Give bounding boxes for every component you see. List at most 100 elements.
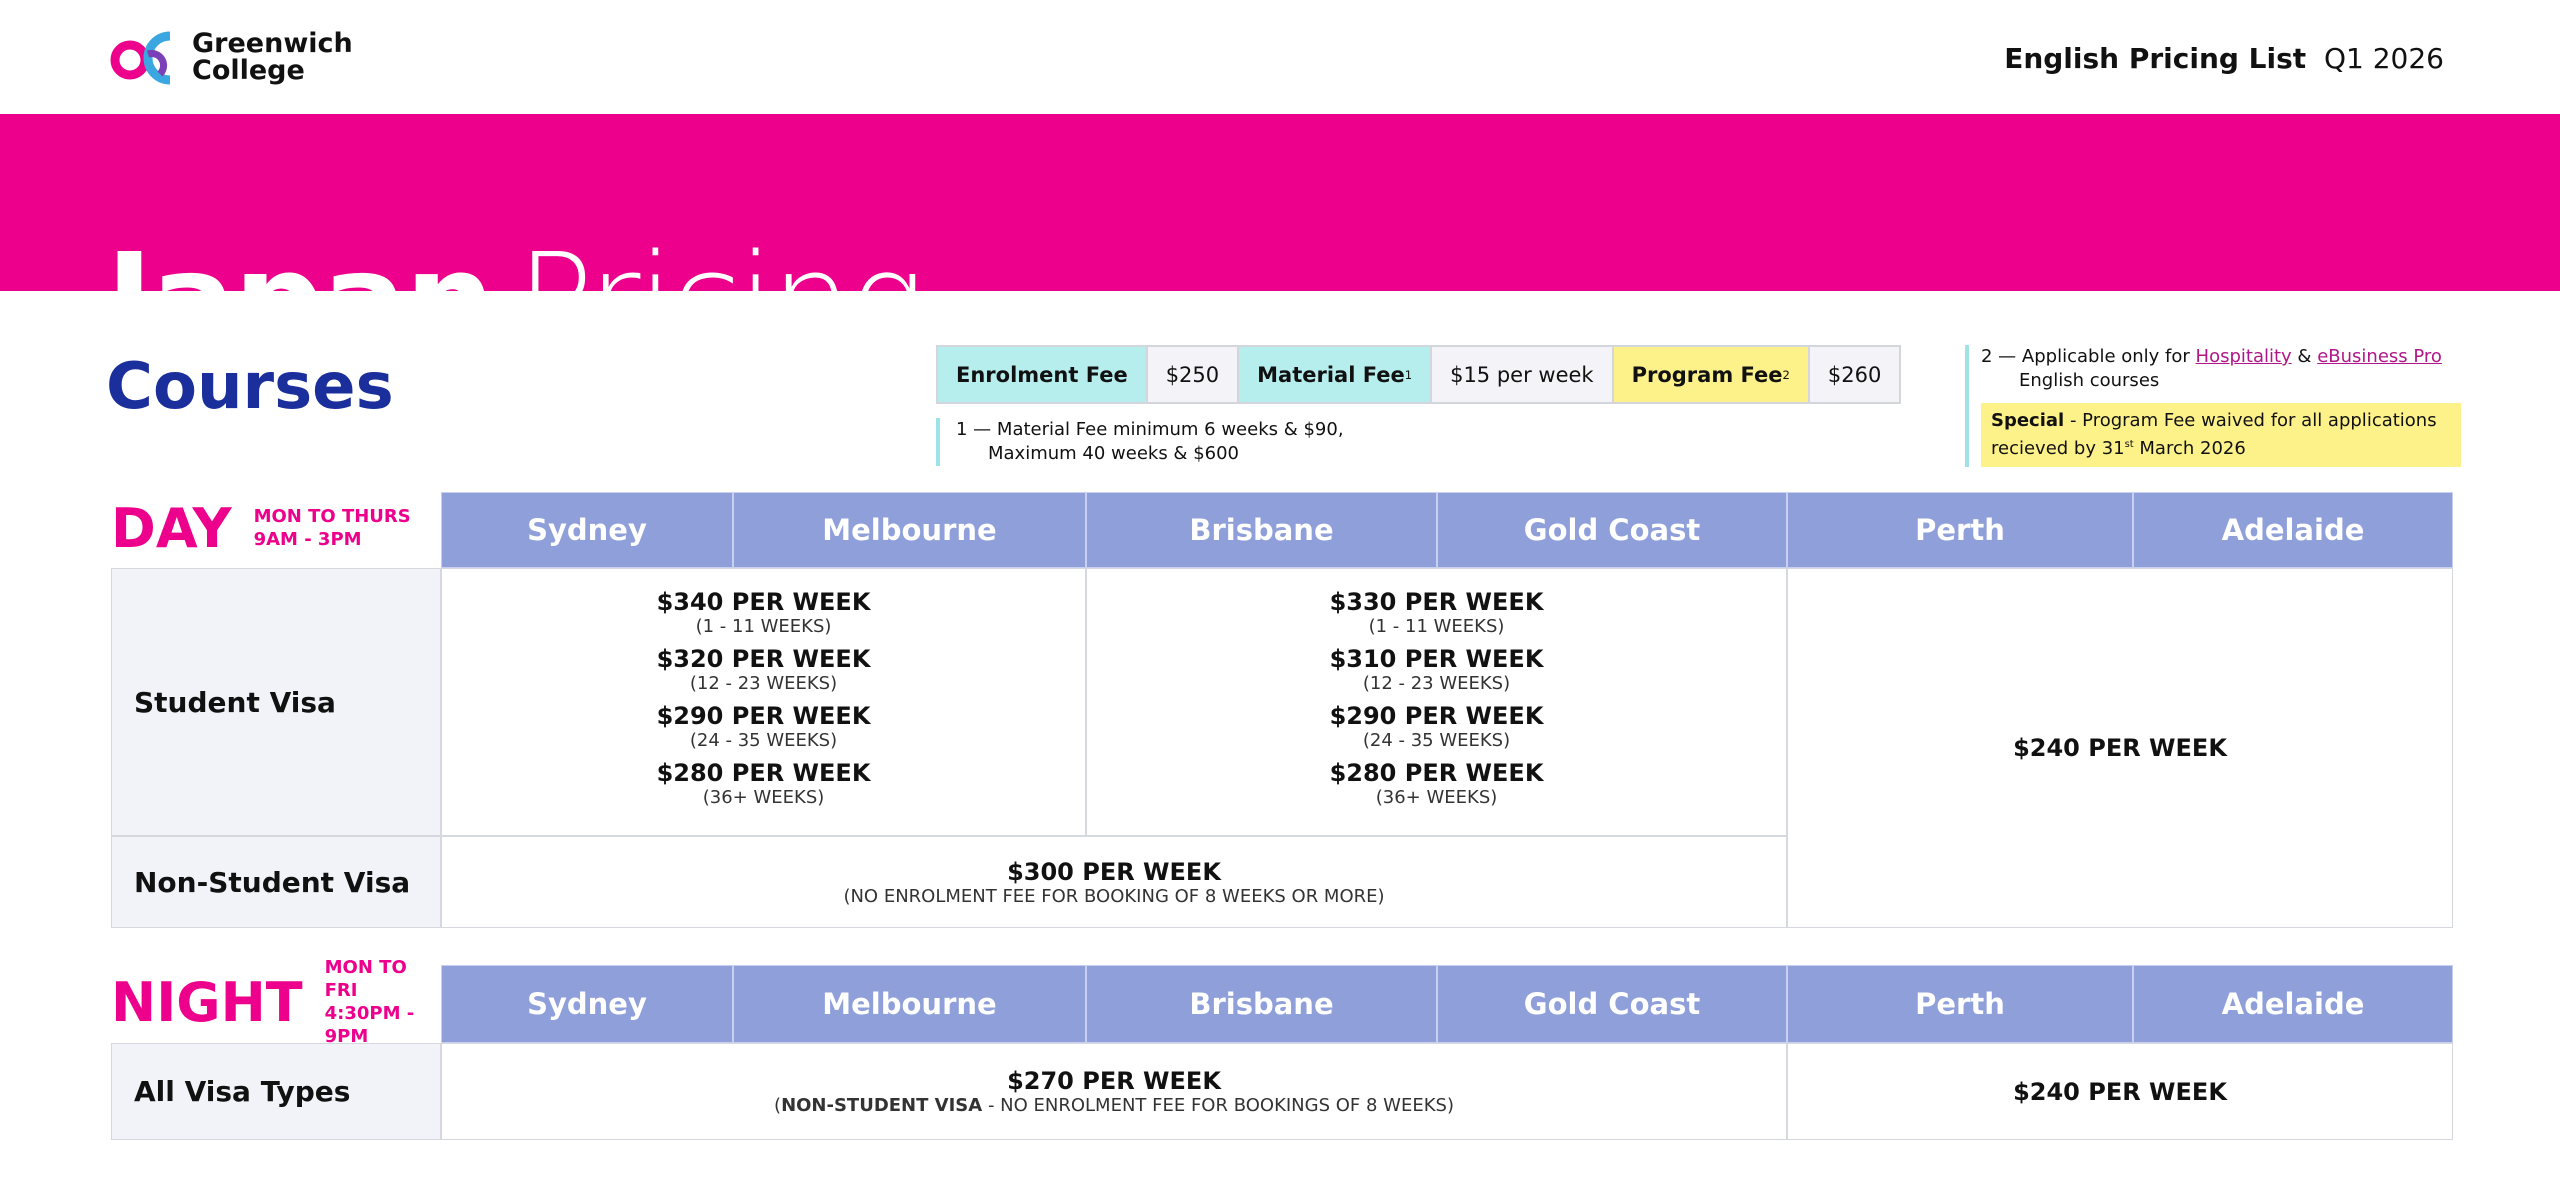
logo-text: Greenwich College <box>192 30 353 84</box>
schedule-line: MON TO THURS <box>253 506 411 527</box>
price-cell: $330 PER WEEK (1 - 11 WEEKS) $310 PER WEEK… <box>1086 568 1787 836</box>
column-header: Melbourne <box>733 965 1086 1043</box>
logo-line: Greenwich <box>192 28 353 59</box>
note-2: 2 — Applicable only for Hospitality & eB… <box>1965 345 2461 467</box>
schedule-line: 4:30PM - 9PM <box>324 1003 415 1047</box>
price: $310 PER WEEK <box>1329 645 1544 673</box>
title-bold: Japan <box>106 226 495 373</box>
duration: (1 - 11 WEEKS) <box>1368 616 1505 637</box>
note-text: Material Fee minimum 6 weeks & $90, <box>996 419 1344 440</box>
banner: Japan Pricing <box>0 114 2560 373</box>
course-link[interactable]: Hospitality <box>2195 346 2292 367</box>
price: $340 PER WEEK <box>656 588 871 616</box>
column-header: Adelaide <box>2133 492 2453 568</box>
row-label: Non-Student Visa <box>111 836 441 928</box>
column-header: Gold Coast <box>1437 492 1787 568</box>
price-cell: $300 PER WEEK (NO ENROLMENT FEE FOR BOOK… <box>441 836 1787 928</box>
price: $240 PER WEEK <box>2013 734 2227 762</box>
column-header: Melbourne <box>733 492 1086 568</box>
list-header: English Pricing List Q1 2026 <box>2004 42 2444 75</box>
night-table: NIGHT MON TO FRI 4:30PM - 9PM Sydney Melb… <box>111 957 2453 1140</box>
note-1: 1 — Material Fee minimum 6 weeks & $90, … <box>936 418 1344 466</box>
course-link[interactable]: eBusiness Pro <box>2317 346 2442 367</box>
price: $240 PER WEEK <box>2013 1077 2227 1106</box>
courses-heading: Courses <box>106 350 394 424</box>
column-header: Sydney <box>441 965 733 1043</box>
special-sup: st <box>2124 439 2134 450</box>
special-text: - Program Fee waived for all application… <box>1991 410 2437 459</box>
note-line: Maximum 40 weeks & $600 <box>988 443 1239 464</box>
logo-mark <box>110 31 171 85</box>
period: Q1 2026 <box>2323 42 2444 75</box>
note-part: - NO ENROLMENT FEE FOR BOOKINGS OF 8 WEE… <box>987 1095 1454 1116</box>
schedule-line: MON TO FRI <box>324 957 407 1001</box>
fee-label: Program Fee 2 <box>1613 347 1810 402</box>
list-title: English Pricing List <box>2004 42 2307 75</box>
fee-value: $260 <box>1809 347 1900 402</box>
fee-sup: 1 <box>1404 367 1413 382</box>
column-header: Brisbane <box>1086 492 1437 568</box>
price: $290 PER WEEK <box>1329 702 1544 730</box>
price-cell: $240 PER WEEK <box>1787 568 2453 928</box>
price: $320 PER WEEK <box>656 645 871 673</box>
price-cell: $240 PER WEEK <box>1787 1043 2453 1140</box>
special-text: March 2026 <box>2139 438 2246 459</box>
duration: (1 - 11 WEEKS) <box>695 616 832 637</box>
duration: (24 - 35 WEEKS) <box>1362 730 1511 751</box>
special-label: Special <box>1991 410 2065 431</box>
column-header: Sydney <box>441 492 733 568</box>
price-note: (NO ENROLMENT FEE FOR BOOKING OF 8 WEEKS… <box>843 885 1385 907</box>
price: $280 PER WEEK <box>656 759 871 787</box>
row-label: All Visa Types <box>111 1043 441 1140</box>
column-header: Brisbane <box>1086 965 1437 1043</box>
duration: (12 - 23 WEEKS) <box>1362 673 1511 694</box>
note-line: English courses <box>2019 370 2160 391</box>
price: $290 PER WEEK <box>656 702 871 730</box>
price-cell: $270 PER WEEK (NON-STUDENT VISA - NO ENR… <box>441 1043 1787 1140</box>
day-table: DAY MON TO THURS 9AM - 3PM Sydney Melbour… <box>111 492 2453 928</box>
duration: (36+ WEEKS) <box>702 787 825 808</box>
row-label: Student Visa <box>111 568 441 836</box>
note-bold: NON-STUDENT VISA <box>781 1095 983 1116</box>
note-line: 1 — Material Fee minimum 6 weeks & $90, <box>956 418 1344 442</box>
duration: (24 - 35 WEEKS) <box>689 730 838 751</box>
fee-value: $250 <box>1147 347 1240 402</box>
schedule-line: 9AM - 3PM <box>253 529 362 550</box>
column-header: Perth <box>1787 492 2133 568</box>
title-light: Pricing <box>516 226 925 373</box>
price-cell: $340 PER WEEK (1 - 11 WEEKS) $320 PER WEEK… <box>441 568 1086 836</box>
note-text: & <box>2297 346 2312 367</box>
fee-sup: 2 <box>1782 367 1790 382</box>
section-title: DAY <box>111 496 232 560</box>
banner-title: Japan Pricing <box>106 226 925 373</box>
column-header: Adelaide <box>2133 965 2453 1043</box>
special-box: Special - Program Fee waived for all app… <box>1981 403 2461 467</box>
schedule: MON TO THURS 9AM - 3PM <box>254 505 411 551</box>
price: $330 PER WEEK <box>1329 588 1544 616</box>
note-marker: 2 — <box>1981 346 2017 367</box>
fee-label-text: Program Fee <box>1631 362 1783 387</box>
price: $300 PER WEEK <box>1007 857 1221 886</box>
note-part: ( <box>774 1095 782 1116</box>
fee-value: $15 per week <box>1432 347 1614 402</box>
column-header: Gold Coast <box>1437 965 1787 1043</box>
logo-line: College <box>192 55 305 86</box>
duration: (36+ WEEKS) <box>1375 787 1498 808</box>
fee-table: Enrolment Fee $250 Material Fee 1 $15 per… <box>936 345 1902 404</box>
night-corner: NIGHT MON TO FRI 4:30PM - 9PM <box>111 957 441 1047</box>
duration: (12 - 23 WEEKS) <box>689 673 838 694</box>
note-text: Applicable only for <box>2021 346 2190 367</box>
price: $280 PER WEEK <box>1329 759 1544 787</box>
day-corner: DAY MON TO THURS 9AM - 3PM <box>111 492 441 568</box>
fee-label: Material Fee 1 <box>1239 347 1433 402</box>
price-note: (NON-STUDENT VISA - NO ENROLMENT FEE FOR… <box>774 1095 1454 1116</box>
price: $270 PER WEEK <box>1007 1067 1221 1095</box>
fee-label-text: Material Fee <box>1257 362 1405 387</box>
section-title: NIGHT <box>111 970 303 1034</box>
fee-label: Enrolment Fee <box>938 347 1148 402</box>
note-line: 2 — Applicable only for Hospitality & eB… <box>1981 345 2461 369</box>
note-marker: 1 — <box>956 419 992 440</box>
schedule: MON TO FRI 4:30PM - 9PM <box>325 956 441 1048</box>
column-header: Perth <box>1787 965 2133 1043</box>
